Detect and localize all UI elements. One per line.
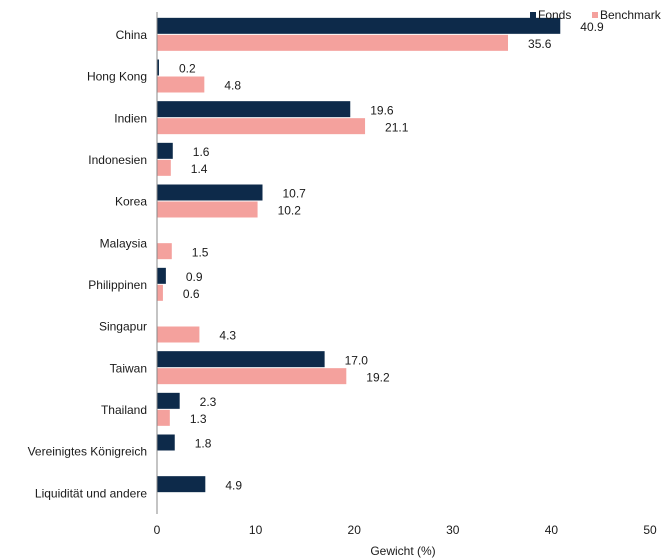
bar	[157, 101, 351, 118]
data-label: 1.3	[190, 412, 207, 426]
x-tick-label: 20	[348, 523, 362, 537]
data-label: 10.7	[283, 187, 307, 201]
legend-label: Fonds	[538, 8, 571, 22]
data-label: 35.6	[528, 37, 552, 51]
y-tick-label: China	[116, 28, 148, 42]
bar	[157, 409, 170, 426]
data-label: 4.3	[219, 329, 236, 343]
y-tick-label: Taiwan	[110, 361, 147, 375]
bar	[157, 118, 366, 135]
x-tick-label: 10	[249, 523, 263, 537]
bar	[157, 434, 175, 451]
data-label: 1.8	[195, 437, 212, 451]
bar	[157, 392, 180, 409]
y-tick-label: Hong Kong	[87, 70, 147, 84]
data-label: 1.5	[192, 245, 209, 259]
data-label: 2.3	[200, 395, 217, 409]
y-tick-label: Thailand	[101, 403, 147, 417]
bar	[157, 476, 206, 493]
bar	[157, 159, 171, 176]
bar	[157, 76, 205, 93]
y-tick-label: Malaysia	[100, 236, 148, 250]
bar	[157, 267, 166, 284]
x-tick-label: 0	[154, 523, 161, 537]
x-tick-label: 30	[446, 523, 460, 537]
bar	[157, 351, 325, 368]
y-tick-label: Vereinigtes Königreich	[28, 445, 147, 459]
data-label: 19.6	[370, 103, 394, 117]
bar	[157, 201, 258, 218]
bar	[157, 184, 263, 201]
data-label: 0.6	[183, 287, 200, 301]
data-label: 19.2	[366, 370, 390, 384]
bar	[157, 17, 561, 34]
y-tick-label: Korea	[115, 195, 147, 209]
data-label: 0.9	[186, 270, 203, 284]
data-label: 21.1	[385, 120, 409, 134]
data-label: 4.8	[224, 79, 241, 93]
bar	[157, 368, 347, 385]
data-label: 40.9	[580, 20, 604, 34]
x-axis-label: Gewicht (%)	[370, 544, 435, 558]
bar	[157, 284, 163, 301]
bar	[157, 142, 173, 159]
x-tick-label: 50	[643, 523, 657, 537]
data-label: 17.0	[345, 353, 369, 367]
data-label: 4.9	[225, 478, 242, 492]
bar	[157, 59, 159, 76]
y-tick-label: Indonesien	[88, 153, 147, 167]
legend-swatch	[530, 12, 536, 18]
bar	[157, 243, 172, 260]
legend-label: Benchmark	[600, 8, 662, 22]
x-tick-label: 40	[545, 523, 559, 537]
data-label: 0.2	[179, 62, 196, 76]
data-label: 1.6	[193, 145, 210, 159]
y-tick-label: Singapur	[99, 320, 147, 334]
y-tick-label: Liquidität und andere	[35, 486, 147, 500]
y-tick-label: Indien	[114, 111, 147, 125]
bar	[157, 34, 509, 51]
legend-swatch	[592, 12, 598, 18]
data-label: 10.2	[278, 204, 302, 218]
y-tick-label: Philippinen	[88, 278, 147, 292]
bar	[157, 326, 200, 343]
data-label: 1.4	[191, 162, 208, 176]
